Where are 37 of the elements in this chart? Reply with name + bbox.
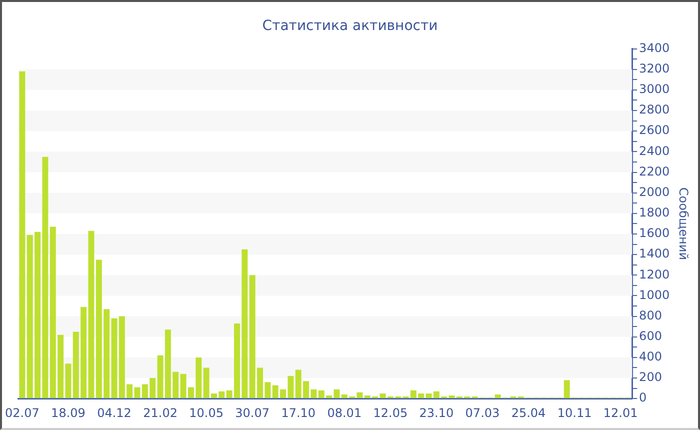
x-tick-label: 25.04	[511, 406, 546, 420]
y-tick-label: 1400	[639, 246, 670, 261]
bar	[19, 71, 26, 398]
x-tick-label: 08.01	[327, 406, 362, 420]
y-tick-label: 3000	[639, 82, 670, 96]
x-tick-label: 10.05	[189, 406, 224, 420]
y-tick-label: 600	[639, 328, 662, 343]
x-tick-label: 10.11	[557, 406, 592, 420]
x-tick-label: 21.02	[143, 406, 178, 420]
x-tick-label: 07.03	[465, 406, 500, 420]
chart-title: Статистика активности	[262, 18, 438, 34]
y-tick-label: 1600	[639, 226, 670, 240]
x-tick-label: 04.12	[97, 406, 132, 420]
x-tick-label: 12.05	[373, 406, 408, 420]
y-tick-label: 400	[639, 350, 662, 364]
x-tick-label: 30.07	[235, 406, 270, 420]
x-tick-label: 23.10	[419, 406, 454, 420]
bar	[88, 230, 94, 398]
y-tick-label: 1800	[639, 206, 670, 220]
y-tick-label: 0	[639, 390, 647, 405]
y-axis-title: Сообщений	[676, 187, 691, 260]
x-tick-label: 12.01	[603, 406, 638, 420]
y-tick-label: 800	[639, 308, 662, 322]
y-tick-label: 1000	[639, 288, 670, 302]
y-tick-label: 2400	[639, 144, 670, 158]
y-tick-label: 3400	[639, 40, 670, 55]
y-tick-label: 2800	[639, 102, 670, 117]
x-tick-label: 18.09	[51, 406, 86, 420]
y-tick-label: 200	[639, 370, 662, 384]
y-tick-label: 1200	[639, 267, 670, 282]
x-tick-label: 17.10	[281, 406, 316, 420]
y-tick-label: 2000	[639, 184, 670, 199]
y-tick-label: 2200	[639, 164, 670, 178]
x-tick-label: 02.07	[5, 406, 40, 420]
y-tick-label: 2600	[639, 123, 670, 138]
y-tick-label: 3200	[639, 62, 670, 76]
bar	[111, 318, 118, 398]
